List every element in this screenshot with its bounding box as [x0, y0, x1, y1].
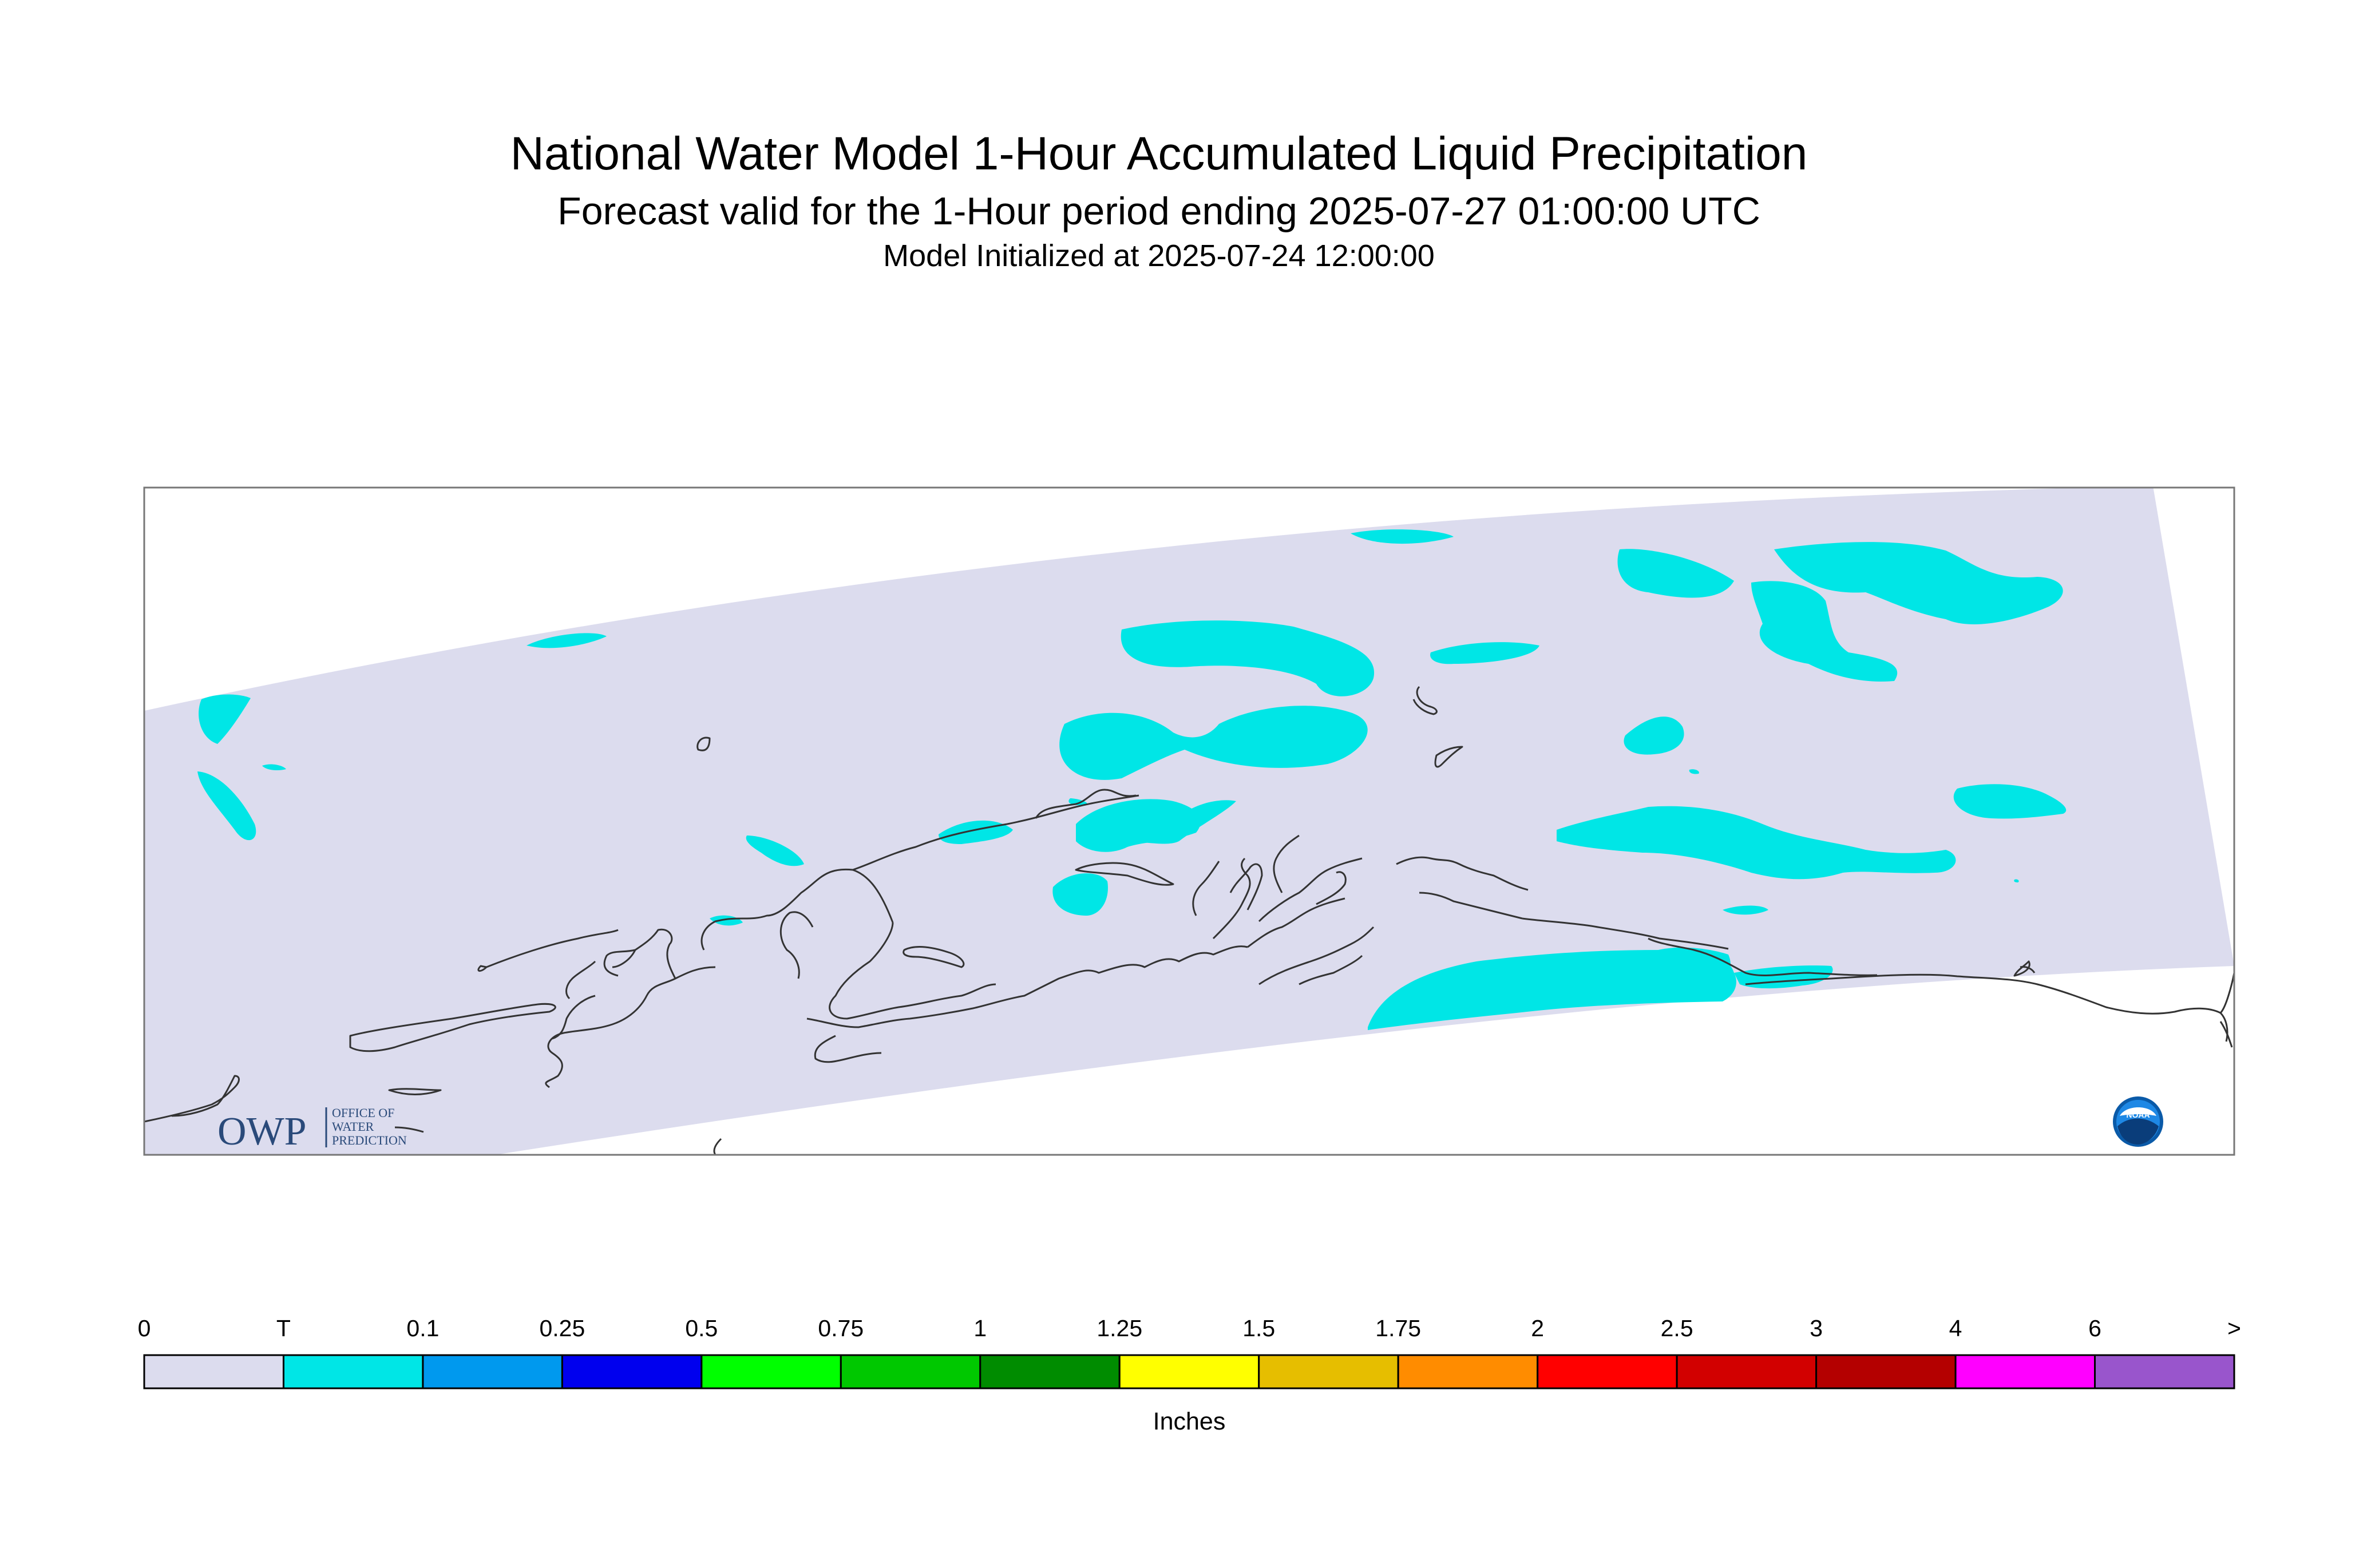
legend-label: 1.25: [1097, 1315, 1143, 1341]
legend-swatch: [979, 1354, 1121, 1389]
noaa-text: NOAA: [2126, 1110, 2150, 1119]
legend-swatch: [700, 1354, 842, 1389]
model-init-line: Model Initialized at 2025-07-24 12:00:00: [883, 239, 1435, 273]
legend-swatch: [1258, 1354, 1399, 1389]
legend-label: 0.25: [539, 1315, 585, 1341]
legend-swatch: [1537, 1354, 1678, 1389]
legend-label: 3: [1810, 1315, 1823, 1341]
legend-label: 0: [137, 1315, 151, 1341]
legend-label: 4: [1949, 1315, 1962, 1341]
legend-swatch: [143, 1354, 284, 1389]
owp-line-3: PREDICTION: [332, 1133, 407, 1147]
legend-label: 6: [2088, 1315, 2101, 1341]
legend-label: T: [276, 1315, 291, 1341]
legend-label: 0.75: [818, 1315, 864, 1341]
owp-line-1: OFFICE OF: [332, 1106, 394, 1120]
legend-swatch: [1676, 1354, 1818, 1389]
map-title: National Water Model 1-Hour Accumulated …: [510, 128, 1808, 180]
legend-swatch: [282, 1354, 424, 1389]
map-subtitle: Forecast valid for the 1-Hour period end…: [557, 189, 1760, 233]
legend-label: 2.5: [1660, 1315, 1693, 1341]
owp-line-2: WATER: [332, 1119, 374, 1134]
legend-swatch: [1815, 1354, 1957, 1389]
owp-wordmark: OWP: [217, 1110, 307, 1154]
legend-swatch: [1397, 1354, 1539, 1389]
owp-logo: OWP OFFICE OF WATER PREDICTION: [217, 1106, 407, 1154]
legend-swatch: [561, 1354, 703, 1389]
legend-label: 1.75: [1375, 1315, 1422, 1341]
legend-swatch: [1118, 1354, 1260, 1389]
map-frame: [143, 486, 2235, 1156]
legend-swatch: [840, 1354, 981, 1389]
legend-swatch: [1954, 1354, 2096, 1389]
legend-label: 0.5: [685, 1315, 718, 1341]
legend-label: 0.1: [406, 1315, 440, 1341]
legend-swatch: [2094, 1354, 2235, 1389]
noaa-logo: NOAA: [2113, 1096, 2163, 1147]
legend-swatch: [422, 1354, 563, 1389]
coastlines: [144, 686, 2234, 1155]
legend-label: 2: [1531, 1315, 1545, 1341]
legend-label: >: [2227, 1315, 2241, 1341]
legend-label: 1: [973, 1315, 987, 1341]
legend-label: 1.5: [1242, 1315, 1276, 1341]
legend-units: Inches: [1153, 1408, 1226, 1435]
